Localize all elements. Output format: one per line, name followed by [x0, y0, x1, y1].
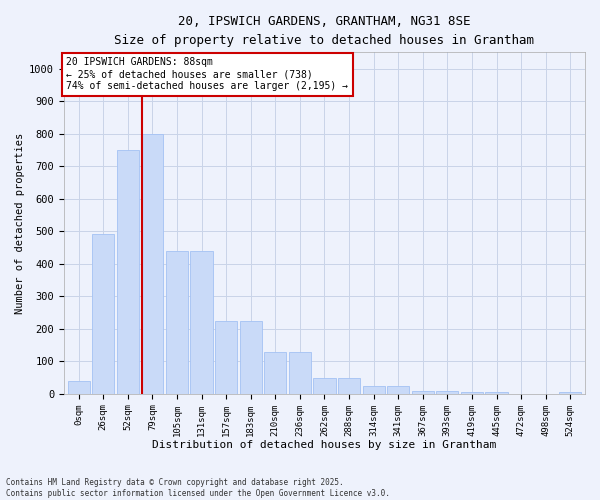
Bar: [362, 386, 385, 394]
Text: 20 IPSWICH GARDENS: 88sqm
← 25% of detached houses are smaller (738)
74% of semi: 20 IPSWICH GARDENS: 88sqm ← 25% of detac…: [67, 58, 349, 90]
Bar: [68, 381, 89, 394]
Bar: [117, 150, 139, 394]
Bar: [92, 234, 114, 394]
Bar: [461, 392, 483, 394]
Bar: [485, 392, 508, 394]
Bar: [215, 320, 237, 394]
Text: Contains HM Land Registry data © Crown copyright and database right 2025.
Contai: Contains HM Land Registry data © Crown c…: [6, 478, 390, 498]
Bar: [264, 352, 286, 394]
Bar: [190, 250, 212, 394]
Y-axis label: Number of detached properties: Number of detached properties: [15, 132, 25, 314]
Bar: [338, 378, 360, 394]
Bar: [387, 386, 409, 394]
Bar: [142, 134, 163, 394]
Bar: [239, 320, 262, 394]
X-axis label: Distribution of detached houses by size in Grantham: Distribution of detached houses by size …: [152, 440, 497, 450]
Title: 20, IPSWICH GARDENS, GRANTHAM, NG31 8SE
Size of property relative to detached ho: 20, IPSWICH GARDENS, GRANTHAM, NG31 8SE …: [115, 15, 535, 47]
Bar: [436, 390, 458, 394]
Bar: [166, 250, 188, 394]
Bar: [412, 390, 434, 394]
Bar: [313, 378, 335, 394]
Bar: [289, 352, 311, 394]
Bar: [559, 392, 581, 394]
